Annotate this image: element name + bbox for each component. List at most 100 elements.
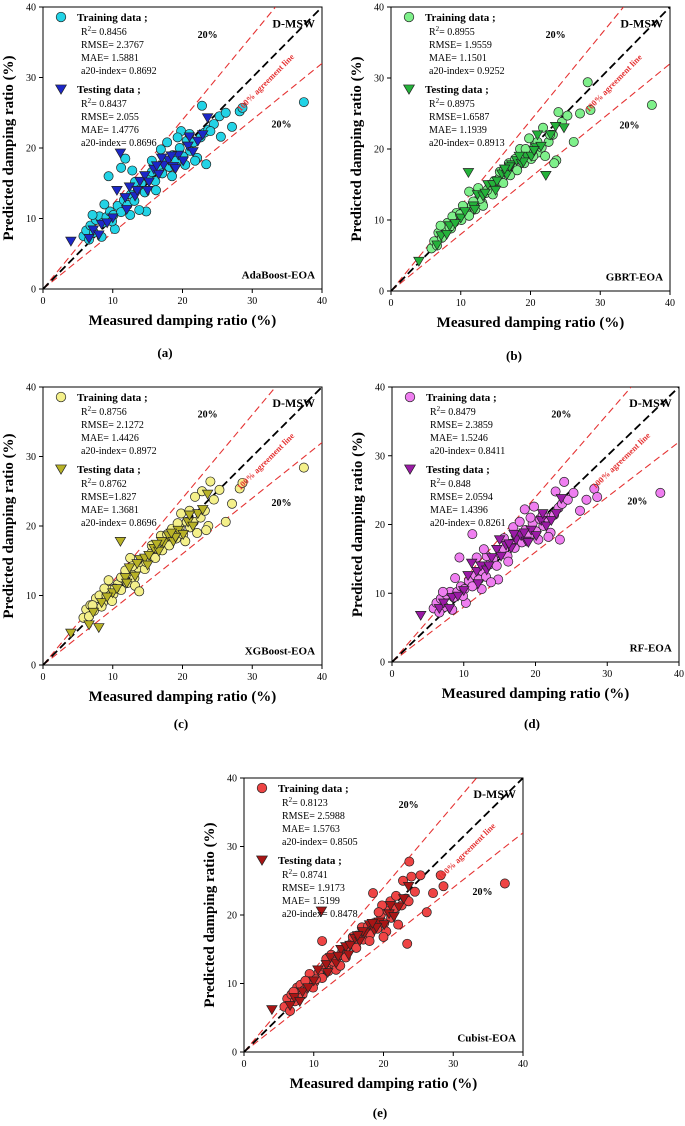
panel-a-legend-train-title: Training data ; [77,12,148,24]
panel-c-test-point [165,528,178,539]
panel-b-test-point [491,176,503,187]
panel-d-test-point [518,528,530,539]
panel-b-train-point [562,110,573,121]
panel-b-test-point [468,205,481,215]
panel-c-sublabel: (c) [173,716,189,731]
panel-b-x-tick-label: 20 [526,298,536,309]
panel-a-train-point [298,97,309,108]
panel-c-y-tick-label: 20 [26,522,36,533]
panel-a-train-point [120,153,131,164]
panel-d-test-point [490,544,503,555]
panel-c-test-point [101,592,113,603]
panel-b-test-point [449,219,461,230]
panel-b-test-point [498,164,511,175]
panel-c-train-point [205,476,216,487]
panel-e-train-point [409,886,420,897]
panel-b-test-point [558,123,570,134]
panel-d-train-r2: R2= 0.8479 [430,405,476,418]
panel-e-dataset-label: D-MSW [473,787,516,801]
panel-d-test-point [462,571,474,582]
panel-c-train-point [103,575,114,586]
panel-d-train-point [514,516,525,527]
panel-c-test-point [183,510,196,521]
panel-d-train-point [575,505,585,516]
panel-c-upper-bound-label: 20% [198,410,218,421]
panel-c-upper-20pct-line [43,387,276,665]
panel-a-sublabel: (a) [157,345,173,360]
panel-e-train-point [406,871,417,882]
panel-c-test-point [131,559,143,570]
panel-d-train-point [486,577,496,588]
panel-c-y-tick-label: 30 [26,452,36,463]
panel-b-y-axis-title: Predicted damping ratio (%) [349,56,365,241]
panel-e-x-tick-label: 20 [379,1059,389,1070]
panel-e-test-a20: a20-index= 0.8478 [282,909,358,920]
panel-a-test-point [196,130,209,141]
panel-a-agreement-line-label: 100% agreement line [235,51,296,113]
panel-c-legend: Training data ;R2= 0.8756 RMSE= 2.1272 MAE… [54,391,157,529]
panel-d-train-point [568,487,579,498]
panel-c-train-point [134,586,145,597]
panel-d-train-point [550,486,561,497]
panel-e-test-point [315,906,328,917]
panel-d-test-point [443,604,456,615]
panel-d-test-point [465,558,478,569]
panel-a-legend-test-marker [54,84,68,95]
panel-e-test-point [324,953,337,964]
panel-b-test-point [549,122,562,132]
panel-c-legend-test-title: Testing data ; [77,464,141,476]
panel-a-train-point [134,205,145,215]
panel-e-agreement-line-label: 100% agreement line [436,821,498,882]
panel-b-legend-train-marker [403,11,415,23]
panel-d-train-point [592,492,603,502]
panel-b-sublabel: (b) [506,348,522,363]
panel-a-train-point [215,131,226,142]
panel-d-test-point [508,529,520,540]
panel-e-legend: Training data ;R2= 0.8123 RMSE= 2.5988 MAE… [255,782,358,920]
panel-a-test-point [111,186,123,196]
panel-d-test-point [495,551,507,562]
panel-b-train-point [646,100,657,110]
panel-a-test-point [187,147,199,158]
panel-e-legend-test-marker [255,855,269,866]
panel-c-test-point [129,571,141,582]
panel-a-test-point [141,186,154,196]
panel-b-train-point [524,133,535,144]
panel-c-train-point [176,508,187,519]
panel-c-train-point [180,536,191,547]
panel-a-train-point [172,132,183,143]
panel-d-train-point [525,512,536,523]
panel-b-lower-bound-label: 20% [620,120,640,131]
panel-d-test-point [555,494,568,505]
panel-c-test-point [65,628,77,639]
panel-a-y-tick-label: 30 [26,73,36,84]
panel-a-y-tick-label: 40 [26,3,36,14]
panel-e-test-point [402,881,415,892]
panel-c-y-tick-label: 40 [26,383,36,394]
panel-e-test-point [378,920,391,931]
panel-a-test-point [101,218,113,229]
panel-e-x-tick-label: 40 [518,1059,528,1070]
panel-e-test-point [293,997,306,1007]
panel-d-lower-bound-label: 20% [627,497,647,508]
panel-a-train-mae: MAE= 1.5881 [81,53,139,64]
panel-c-model-label: XGBoost-EOA [245,646,315,658]
panel-c-train-point [214,484,225,495]
panel-b-test-point [540,171,552,181]
panel-a-train-a20: a20-index= 0.8692 [81,66,157,77]
panel-e-y-tick-label: 20 [227,911,237,922]
panel-e-test-point [320,960,333,970]
panel-b-test-mae: MAE= 1.1939 [429,125,487,136]
panel-a-legend-test-title: Testing data ; [77,84,141,96]
panel-d-train-point [467,529,478,540]
panel-b-train-point [575,108,585,119]
panel-a-test-point [131,186,143,196]
panel-b-y-tick-label: 0 [379,287,384,298]
panel-b-train-rmse: RMSE= 1.9559 [429,40,492,51]
panel-c-train-rmse: RMSE= 2.1272 [81,420,144,431]
panel-d-train-point [450,573,461,584]
panel-d-test-point [493,535,506,546]
panel-a-test-point [152,169,165,180]
panel-b-test-point [440,229,453,240]
panel-b-test-point [544,130,557,141]
